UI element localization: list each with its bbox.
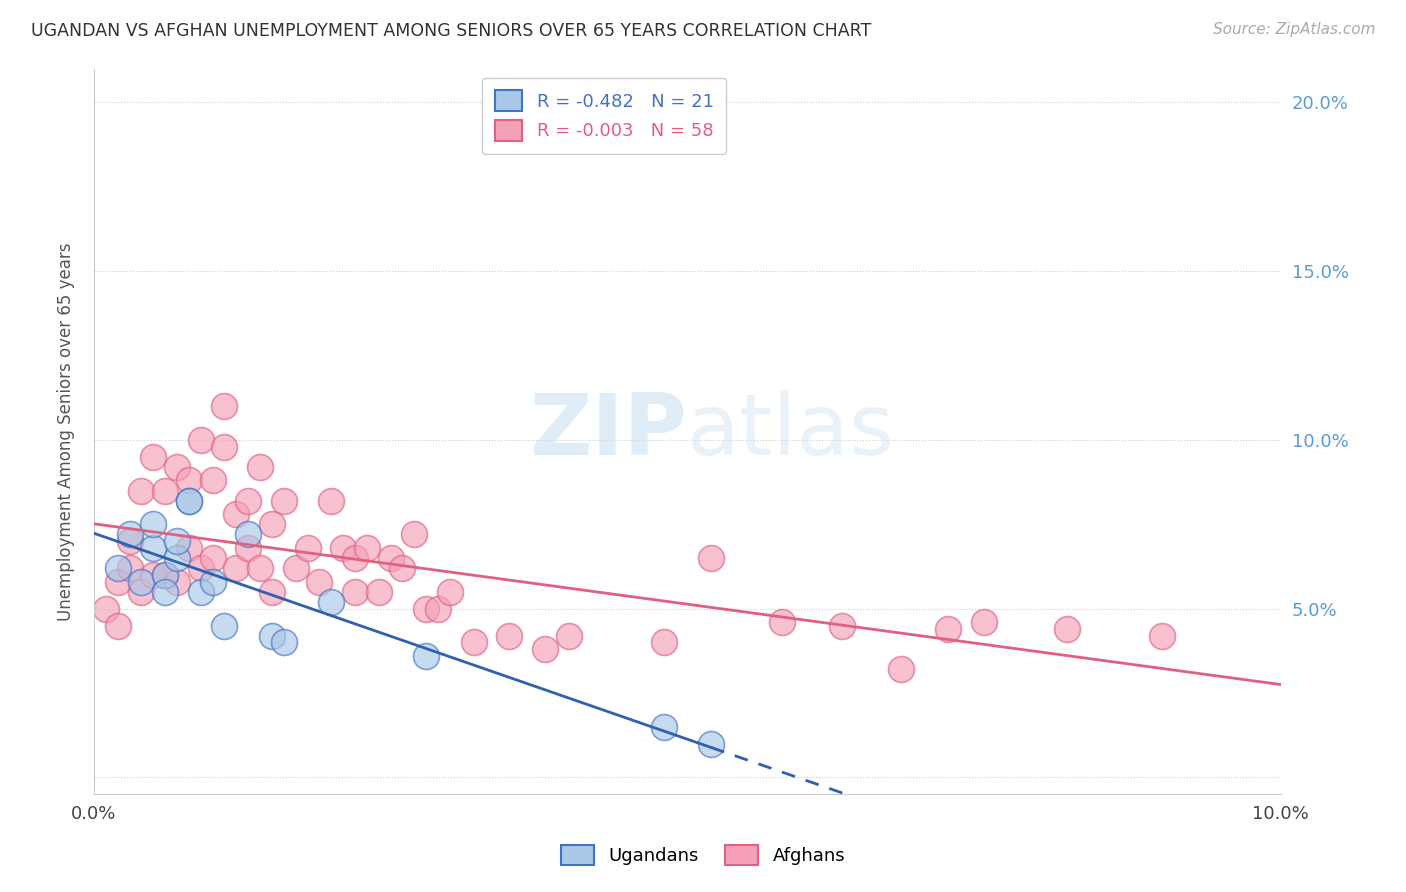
Point — [308, 574, 330, 589]
Point — [498, 629, 520, 643]
Text: UGANDAN VS AFGHAN UNEMPLOYMENT AMONG SENIORS OVER 65 YEARS CORRELATION CHART: UGANDAN VS AFGHAN UNEMPLOYMENT AMONG SEN… — [31, 22, 872, 40]
Point — [190, 433, 212, 447]
Point — [142, 541, 165, 555]
Point — [332, 541, 354, 555]
Point — [249, 561, 271, 575]
Point — [321, 595, 343, 609]
Point — [214, 440, 236, 454]
Point — [177, 493, 200, 508]
Point — [380, 551, 402, 566]
Point — [260, 629, 283, 643]
Point — [890, 663, 912, 677]
Point — [652, 720, 675, 734]
Point — [652, 635, 675, 649]
Point — [131, 584, 153, 599]
Point — [153, 483, 176, 498]
Point — [107, 574, 129, 589]
Point — [214, 618, 236, 632]
Point — [344, 584, 367, 599]
Legend: Ugandans, Afghans: Ugandans, Afghans — [553, 836, 853, 874]
Point — [367, 584, 389, 599]
Point — [831, 618, 853, 632]
Point — [973, 615, 995, 630]
Point — [131, 574, 153, 589]
Point — [439, 584, 461, 599]
Text: ZIP: ZIP — [530, 390, 688, 473]
Point — [238, 541, 260, 555]
Point — [166, 459, 188, 474]
Point — [404, 527, 426, 541]
Point — [166, 534, 188, 549]
Point — [238, 527, 260, 541]
Text: Source: ZipAtlas.com: Source: ZipAtlas.com — [1212, 22, 1375, 37]
Point — [238, 493, 260, 508]
Point — [1150, 629, 1173, 643]
Point — [118, 561, 141, 575]
Point — [225, 561, 247, 575]
Point — [94, 601, 117, 615]
Point — [190, 584, 212, 599]
Point — [938, 622, 960, 636]
Point — [249, 459, 271, 474]
Point — [153, 584, 176, 599]
Point — [153, 568, 176, 582]
Point — [201, 474, 224, 488]
Point — [260, 517, 283, 532]
Point — [142, 517, 165, 532]
Point — [107, 561, 129, 575]
Point — [356, 541, 378, 555]
Point — [463, 635, 485, 649]
Point — [166, 551, 188, 566]
Point — [700, 551, 723, 566]
Point — [142, 450, 165, 464]
Point — [201, 551, 224, 566]
Point — [321, 493, 343, 508]
Text: atlas: atlas — [688, 390, 896, 473]
Point — [177, 474, 200, 488]
Point — [427, 601, 450, 615]
Point — [700, 737, 723, 751]
Point — [142, 568, 165, 582]
Point — [415, 601, 437, 615]
Point — [131, 483, 153, 498]
Point — [190, 561, 212, 575]
Point — [273, 635, 295, 649]
Point — [284, 561, 307, 575]
Point — [214, 399, 236, 413]
Point — [273, 493, 295, 508]
Point — [344, 551, 367, 566]
Point — [557, 629, 579, 643]
Point — [118, 534, 141, 549]
Point — [201, 574, 224, 589]
Point — [297, 541, 319, 555]
Point — [166, 574, 188, 589]
Point — [1056, 622, 1078, 636]
Point — [415, 648, 437, 663]
Point — [225, 507, 247, 521]
Point — [770, 615, 793, 630]
Legend: R = -0.482   N = 21, R = -0.003   N = 58: R = -0.482 N = 21, R = -0.003 N = 58 — [482, 78, 725, 153]
Point — [107, 618, 129, 632]
Y-axis label: Unemployment Among Seniors over 65 years: Unemployment Among Seniors over 65 years — [58, 243, 75, 621]
Point — [177, 541, 200, 555]
Point — [177, 493, 200, 508]
Point — [153, 568, 176, 582]
Point — [118, 527, 141, 541]
Point — [534, 642, 557, 657]
Point — [391, 561, 413, 575]
Point — [260, 584, 283, 599]
